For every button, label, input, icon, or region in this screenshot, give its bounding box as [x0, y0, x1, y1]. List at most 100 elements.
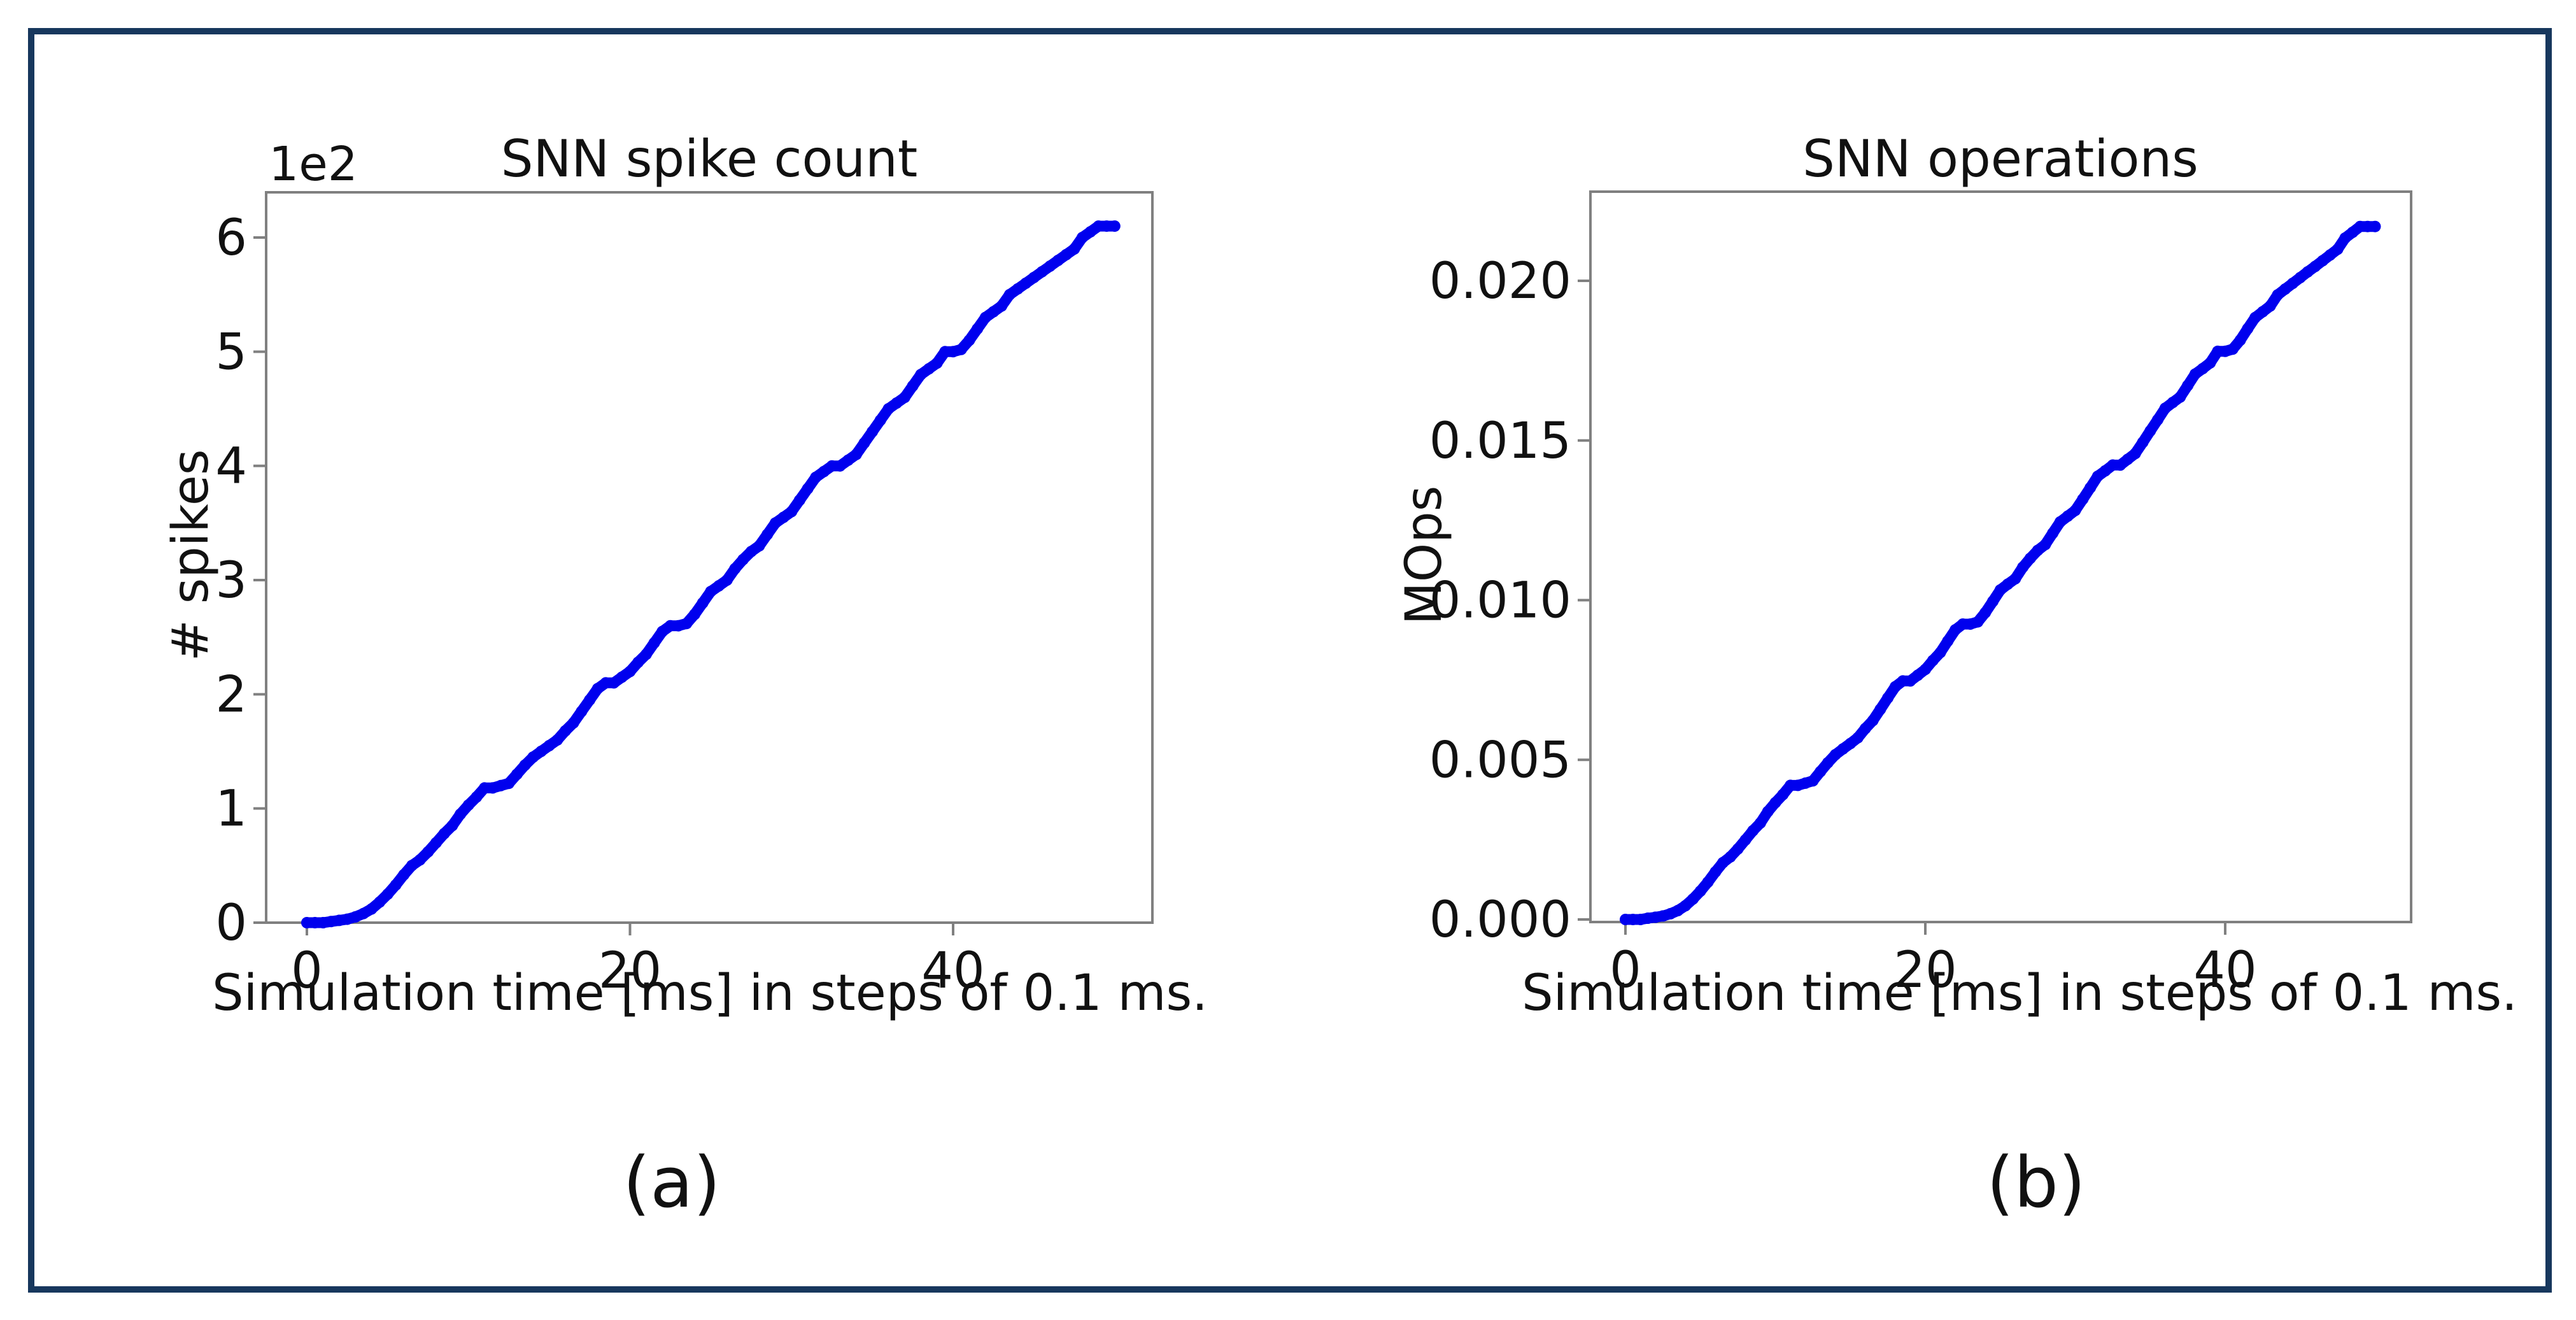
data-point — [301, 917, 313, 928]
data-point — [2204, 357, 2216, 369]
x-tick-label: 0 — [1610, 942, 1641, 999]
x-axis-label-spike-count: Simulation time [ms] in steps of 0.1 ms. — [212, 965, 1208, 1022]
data-point — [2226, 343, 2239, 355]
data-point — [972, 323, 984, 335]
data-point — [430, 837, 442, 849]
data-point — [2152, 414, 2163, 426]
data-point — [608, 677, 620, 689]
data-point — [802, 483, 814, 495]
y-tick-label: 1 — [215, 781, 247, 838]
data-point — [745, 546, 757, 558]
data-point — [1101, 220, 1113, 232]
data-point — [1012, 283, 1024, 295]
data-point — [769, 517, 781, 529]
y-tick-label: 0 — [215, 895, 247, 952]
data-point — [1108, 220, 1121, 232]
data-point — [390, 879, 402, 891]
data-point — [1077, 232, 1088, 243]
data-point — [640, 648, 652, 660]
data-point — [786, 506, 798, 518]
data-point — [1709, 866, 1722, 878]
data-point — [479, 782, 491, 794]
data-point — [2077, 493, 2089, 505]
data-point — [2047, 527, 2059, 539]
y-tick-label: 2 — [215, 666, 247, 723]
data-point — [1093, 220, 1105, 232]
data-point — [737, 553, 749, 565]
data-point — [2069, 504, 2081, 516]
data-point — [842, 454, 854, 466]
data-point — [1762, 805, 1774, 818]
data-point — [551, 734, 563, 746]
data-point — [939, 346, 951, 358]
data-point — [874, 414, 886, 426]
data-point — [648, 637, 660, 649]
data-point — [1979, 607, 1992, 619]
data-point — [1942, 635, 1954, 647]
data-point — [446, 820, 458, 832]
data-point — [1687, 893, 1699, 905]
data-point — [2084, 482, 2097, 493]
data-point — [2369, 220, 2381, 232]
y-tick-label: 0.020 — [1429, 253, 1571, 310]
data-point — [624, 665, 636, 678]
x-axis-label-operations: Simulation time [ms] in steps of 0.1 ms. — [1522, 965, 2517, 1022]
data-point — [1920, 664, 1931, 676]
y-tick-label: 4 — [215, 438, 247, 495]
data-point — [850, 448, 862, 460]
data-point — [527, 751, 539, 763]
data-point — [2234, 334, 2246, 346]
data-point — [826, 460, 838, 472]
data-point — [834, 460, 846, 472]
data-point — [1084, 226, 1096, 238]
x-tick-label: 40 — [921, 942, 984, 1000]
y-axis-label-spike-count: # spikes — [162, 449, 220, 662]
plot-box — [265, 191, 1154, 924]
data-point — [511, 768, 523, 780]
data-point — [462, 799, 474, 811]
data-point — [1822, 756, 1834, 769]
y-tick-label: 6 — [215, 209, 247, 267]
data-point — [2129, 448, 2141, 460]
data-point — [535, 746, 547, 757]
data-point — [1987, 595, 1999, 607]
x-tick-label: 40 — [2193, 942, 2256, 999]
data-point — [1044, 260, 1056, 272]
plot-box — [1589, 190, 2412, 923]
data-curve — [1620, 221, 2381, 925]
data-point — [309, 917, 321, 928]
data-point — [519, 759, 531, 771]
data-point — [365, 903, 378, 915]
data-point — [729, 563, 741, 575]
data-point — [1927, 655, 1939, 667]
data-point — [406, 860, 418, 872]
data-point — [2174, 391, 2186, 403]
data-point — [2039, 539, 2051, 551]
x-tick-label: 20 — [1893, 942, 1957, 999]
y-tick-label: 3 — [215, 552, 247, 609]
data-point — [2264, 300, 2276, 312]
y-tick-label: 5 — [215, 323, 247, 381]
data-point — [1852, 732, 1864, 744]
data-point — [1934, 646, 1946, 658]
data-point — [955, 343, 967, 355]
data-point — [656, 625, 669, 637]
data-point — [867, 425, 879, 437]
data-point — [705, 585, 717, 597]
data-curve — [301, 220, 1121, 928]
data-point — [915, 369, 927, 381]
data-point — [753, 540, 765, 552]
data-point — [891, 397, 903, 409]
data-point — [1972, 616, 1984, 628]
data-point — [1859, 723, 1871, 735]
data-point — [438, 828, 450, 840]
data-point — [1807, 775, 1819, 787]
data-point — [414, 854, 426, 866]
data-point — [2024, 552, 2036, 564]
data-point — [1739, 834, 1752, 846]
data-point — [810, 471, 822, 483]
data-point — [1052, 254, 1064, 266]
data-point — [2017, 561, 2029, 573]
data-point — [381, 888, 393, 900]
